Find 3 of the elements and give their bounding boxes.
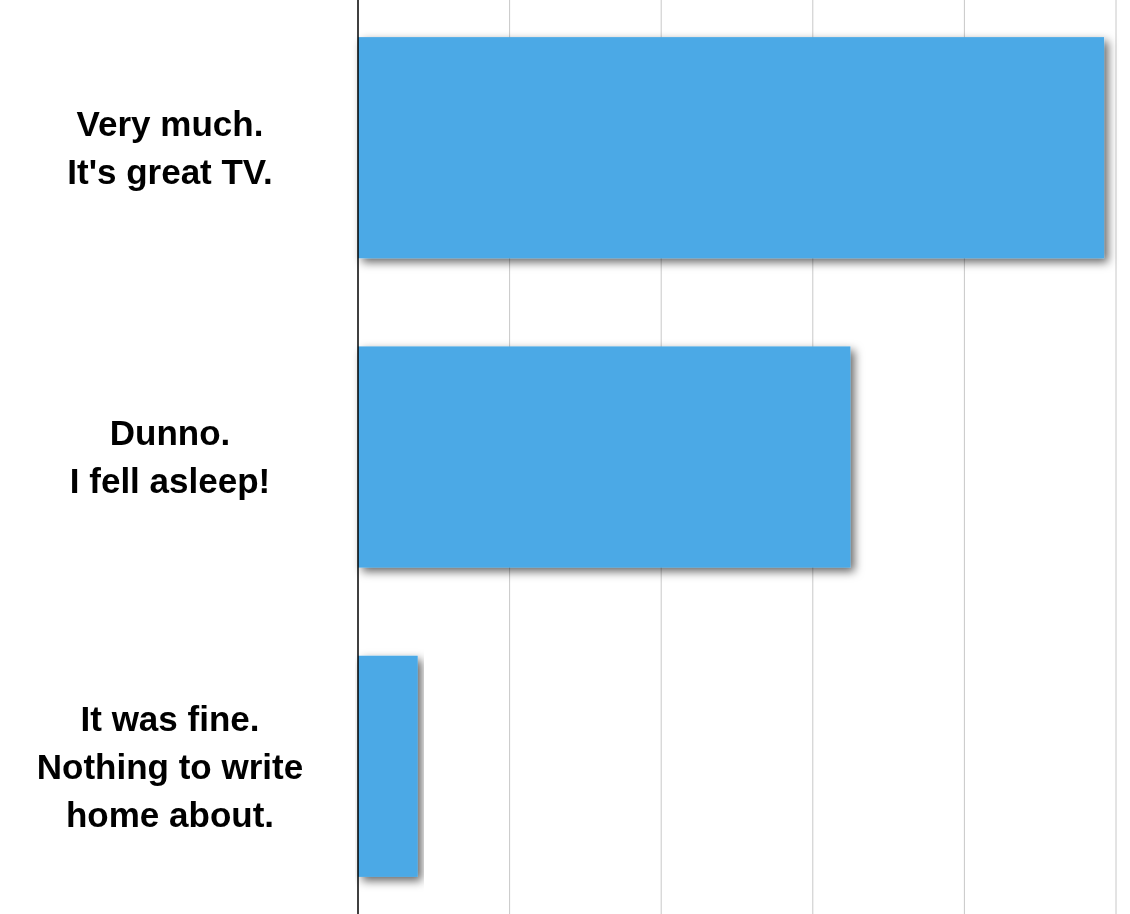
y-tick-label: Dunno. I fell asleep! xyxy=(69,413,271,501)
y-tick-label: It was fine. Nothing to write home about. xyxy=(36,698,304,834)
y-tick-label: Very much. It's great TV. xyxy=(67,103,273,191)
